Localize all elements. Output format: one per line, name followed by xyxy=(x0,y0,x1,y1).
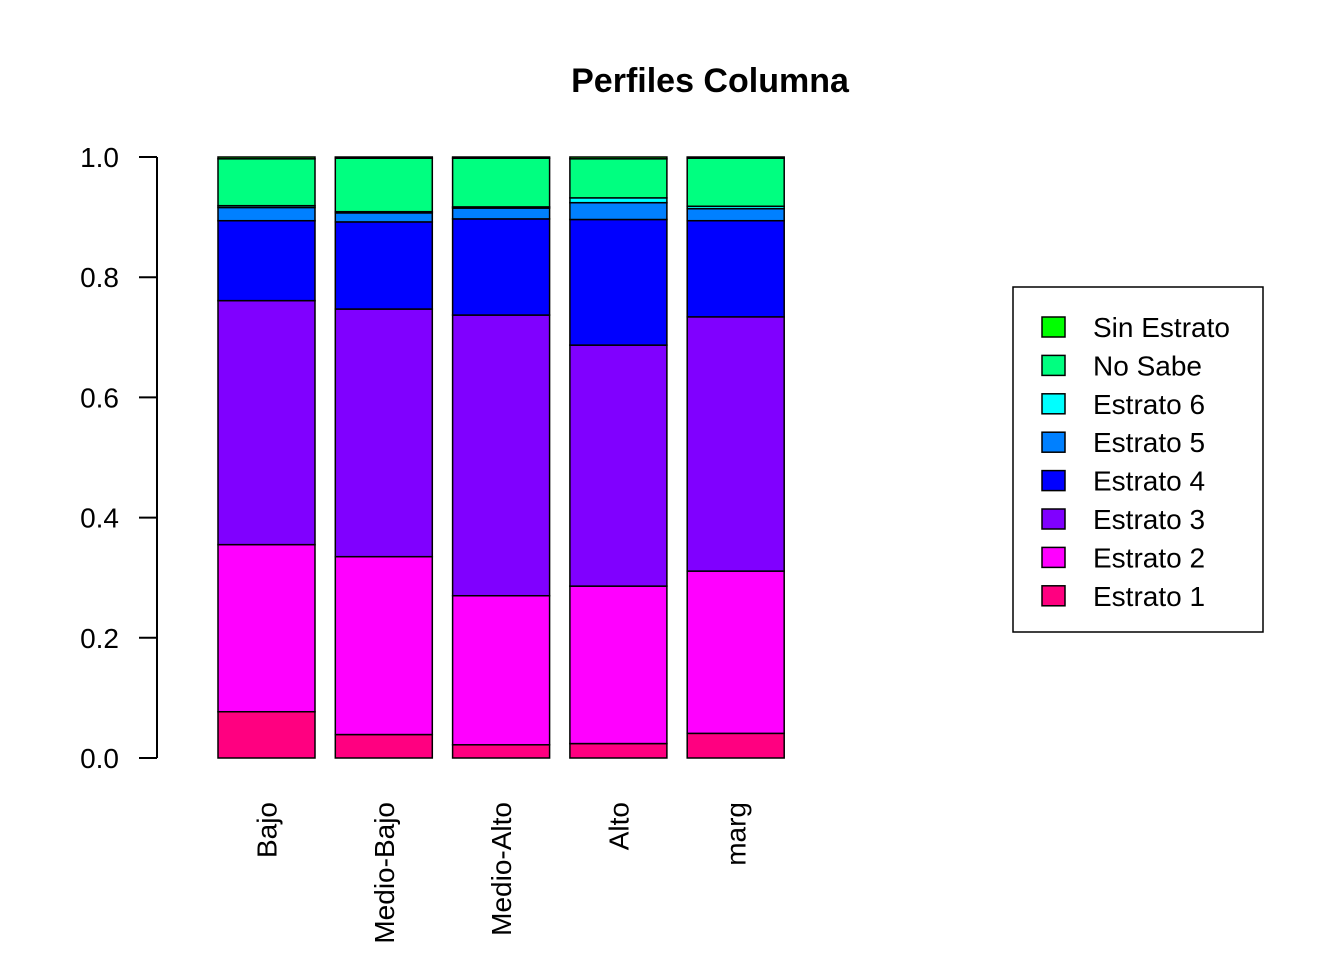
bar-segment-medio-bajo-estrato-4 xyxy=(334,221,434,310)
legend-item-estrato-1: Estrato 1 xyxy=(1041,581,1205,612)
legend-item-estrato-5: Estrato 5 xyxy=(1041,427,1205,458)
legend-swatch xyxy=(1041,316,1066,338)
bar-segment-bajo-sin-estrato xyxy=(217,156,316,160)
bar-segment-medio-bajo-estrato-5 xyxy=(334,212,434,223)
bar-segment-alto-sin-estrato xyxy=(569,156,668,160)
bar-segment-medio-bajo-no-sabe xyxy=(334,157,434,213)
legend-swatch xyxy=(1041,546,1066,569)
bar-segment-medio-bajo-estrato-3 xyxy=(334,308,434,558)
y-tick-label: 0.8 xyxy=(80,262,119,293)
bar-segment-marg-estrato-1 xyxy=(686,732,785,759)
bar-segment-medio-alto-sin-estrato xyxy=(451,156,551,159)
bar-segment-bajo-estrato-2 xyxy=(217,543,316,713)
bar-segment-bajo-estrato-4 xyxy=(217,219,316,302)
bar-segment-marg-estrato-2 xyxy=(686,570,785,735)
y-axis: 0.0 0.2 0.4 0.6 0.8 1.0 xyxy=(80,142,158,774)
bar-segment-medio-bajo-estrato-1 xyxy=(334,733,434,759)
bar-segment-medio-bajo-estrato-2 xyxy=(334,555,434,736)
bar-segment-marg-estrato-3 xyxy=(686,316,785,572)
legend-item-estrato-2: Estrato 2 xyxy=(1041,542,1205,573)
legend-item-sin-estrato: Sin Estrato xyxy=(1041,312,1230,343)
legend-swatch xyxy=(1041,354,1066,377)
legend-box xyxy=(1012,286,1264,633)
y-tick-label: 0.2 xyxy=(80,623,119,654)
legend-item-estrato-4: Estrato 4 xyxy=(1041,466,1205,497)
legend-item-estrato-3: Estrato 3 xyxy=(1041,504,1205,535)
bar-segment-alto-estrato-5 xyxy=(569,201,668,221)
legend: Sin Estrato No Sabe Estrato 6 Estrato 5 Estr… xyxy=(1012,286,1264,633)
bar-segment-medio-alto-estrato-2 xyxy=(451,594,551,746)
legend-swatch xyxy=(1041,431,1066,453)
bar-marg xyxy=(686,156,785,759)
y-tick-label: 1.0 xyxy=(80,142,119,173)
bar-segment-alto-no-sabe xyxy=(569,158,668,199)
bar-segment-medio-alto-no-sabe xyxy=(451,157,551,208)
bar-segment-marg-estrato-5 xyxy=(686,207,785,222)
legend-label: Estrato 5 xyxy=(1093,427,1205,458)
legend-label: Estrato 6 xyxy=(1093,389,1205,420)
bar-segment-medio-alto-estrato-1 xyxy=(451,744,551,759)
bar-segment-bajo-no-sabe xyxy=(217,158,316,207)
legend-swatch xyxy=(1041,393,1066,415)
x-tick-label-marg: marg xyxy=(721,802,752,866)
legend-label: Estrato 3 xyxy=(1093,504,1205,535)
legend-item-no-sabe: No Sabe xyxy=(1041,350,1202,381)
y-tick-label: 0.0 xyxy=(80,743,119,774)
bar-alto xyxy=(569,156,668,759)
bar-medio-alto xyxy=(451,156,551,759)
legend-item-estrato-6: Estrato 6 xyxy=(1041,389,1205,420)
bar-segment-medio-alto-estrato-3 xyxy=(451,314,551,597)
legend-label: No Sabe xyxy=(1093,350,1202,381)
bar-segment-medio-alto-estrato-4 xyxy=(451,218,551,316)
x-tick-label-medio-bajo: Medio-Bajo xyxy=(369,802,400,944)
bar-segment-alto-estrato-3 xyxy=(569,344,668,587)
bar-segment-bajo-estrato-5 xyxy=(217,206,316,222)
bar-segment-bajo-estrato-3 xyxy=(217,299,316,546)
bar-segment-medio-alto-estrato-5 xyxy=(451,207,551,220)
bar-segment-marg-sin-estrato xyxy=(686,156,785,159)
bar-segment-marg-estrato-4 xyxy=(686,219,785,318)
chart-title: Perfiles Columna xyxy=(571,62,850,100)
bar-segment-alto-estrato-4 xyxy=(569,218,668,346)
legend-label: Estrato 2 xyxy=(1093,542,1205,573)
legend-label: Estrato 4 xyxy=(1093,466,1205,497)
bar-medio-bajo xyxy=(334,156,434,759)
legend-label: Sin Estrato xyxy=(1093,312,1230,343)
y-tick-label: 0.6 xyxy=(80,382,119,413)
bar-segment-alto-estrato-1 xyxy=(569,742,668,759)
x-axis-labels: Bajo Medio-Bajo Medio-Alto Alto marg xyxy=(252,802,752,944)
legend-label: Estrato 1 xyxy=(1093,581,1205,612)
bar-segment-medio-bajo-sin-estrato xyxy=(334,156,434,159)
legend-swatch xyxy=(1041,469,1066,492)
x-tick-label-bajo: Bajo xyxy=(252,802,283,858)
y-tick-label: 0.4 xyxy=(80,503,119,534)
bars-group xyxy=(217,156,785,759)
x-tick-label-medio-alto: Medio-Alto xyxy=(486,802,517,936)
bar-segment-bajo-estrato-1 xyxy=(217,710,316,759)
legend-swatch xyxy=(1041,585,1066,607)
legend-swatch xyxy=(1041,508,1066,530)
x-tick-label-alto: Alto xyxy=(603,802,634,850)
bar-segment-marg-no-sabe xyxy=(686,157,785,208)
bar-segment-alto-estrato-2 xyxy=(569,585,668,745)
bar-bajo xyxy=(217,156,316,759)
